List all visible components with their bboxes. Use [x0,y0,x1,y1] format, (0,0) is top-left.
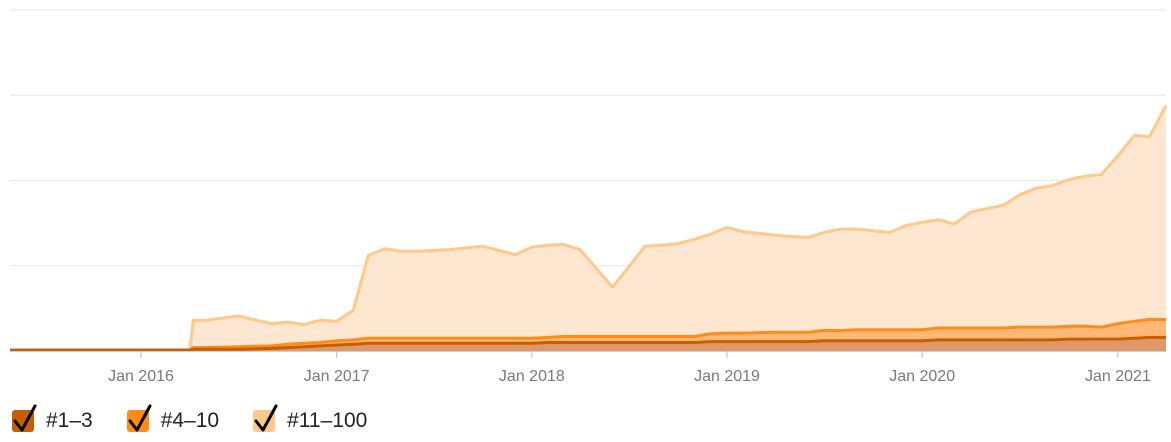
legend-checkbox-1-3[interactable] [12,404,37,432]
legend-checkbox-11-100[interactable] [253,404,278,432]
checkmark-icon [254,404,278,432]
series-area [10,105,1166,351]
legend-item-4-10[interactable]: #4–10 [126,404,220,433]
legend-item-1-3[interactable]: #1–3 [12,404,93,433]
series-line [10,335,1166,352]
legend-checkbox-4-10[interactable] [126,404,152,432]
x-tick-label: Jan 2019 [694,368,760,385]
checkmark-icon [13,404,37,432]
x-tick-label: Jan 2021 [1085,368,1151,385]
legend: #1–3 #4–10 #11–100 [12,404,401,436]
x-tick-label: Jan 2017 [304,368,370,385]
legend-label: #4–10 [160,409,220,432]
series-line [10,318,1166,352]
series-line [10,104,1168,352]
series-area [10,319,1166,351]
legend-item-11-100[interactable]: #11–100 [253,404,368,433]
x-axis: Jan 2016 Jan 2017 Jan 2018 Jan 2019 Jan 2020… [10,351,1166,385]
checkmark-icon [128,404,152,432]
legend-label: #11–100 [287,409,368,432]
legend-label: #1–3 [46,409,93,432]
x-tick-label: Jan 2020 [889,368,955,385]
x-tick-label: Jan 2016 [108,368,174,385]
series-lines [10,104,1168,352]
chart-plot-area: Jan 2016 Jan 2017 Jan 2018 Jan 2019 Jan 2020… [10,9,1168,385]
x-tick-label: Jan 2018 [499,368,565,385]
series-areas [10,105,1166,351]
